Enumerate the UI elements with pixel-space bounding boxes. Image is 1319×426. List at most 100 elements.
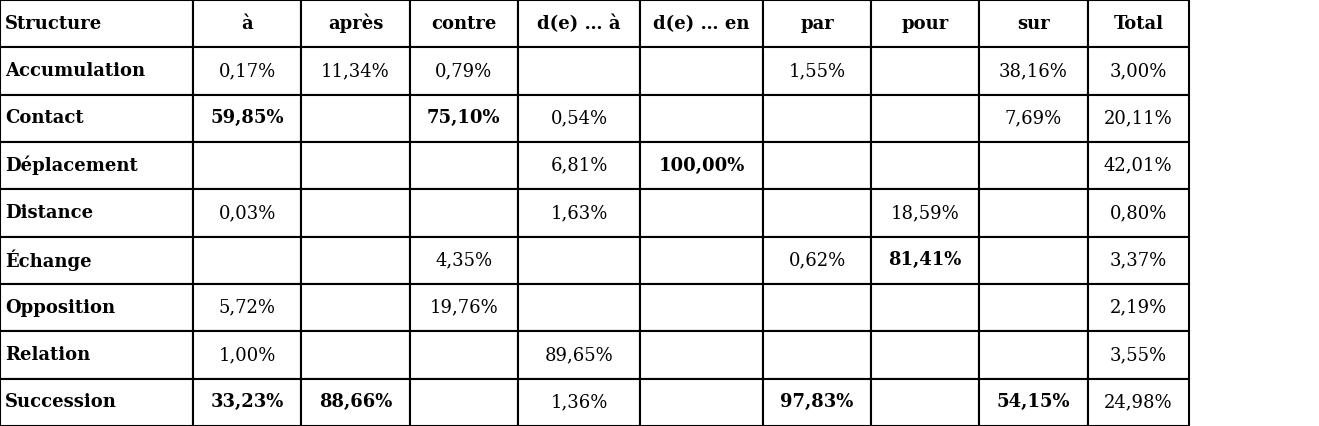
Text: 3,55%: 3,55% <box>1109 346 1167 364</box>
Bar <box>1087 0 1188 47</box>
Text: 33,23%: 33,23% <box>211 393 284 412</box>
Bar <box>409 47 518 95</box>
Bar <box>301 0 409 47</box>
Text: à: à <box>241 14 253 33</box>
Bar <box>0 237 193 284</box>
Text: 0,62%: 0,62% <box>789 251 845 269</box>
Bar <box>517 331 641 379</box>
Text: 1,36%: 1,36% <box>550 393 608 412</box>
Bar <box>409 379 518 426</box>
Text: 5,72%: 5,72% <box>219 299 276 317</box>
Bar <box>762 331 871 379</box>
Text: Relation: Relation <box>5 346 91 364</box>
Bar <box>979 95 1087 142</box>
Bar <box>193 95 301 142</box>
Text: 20,11%: 20,11% <box>1104 109 1173 127</box>
Bar <box>762 379 871 426</box>
Bar <box>0 331 193 379</box>
Bar <box>762 95 871 142</box>
Text: Distance: Distance <box>5 204 94 222</box>
Bar <box>301 47 409 95</box>
Text: d(e) … en: d(e) … en <box>653 14 751 33</box>
Bar <box>641 47 762 95</box>
Bar <box>193 142 301 189</box>
Text: 97,83%: 97,83% <box>781 393 853 412</box>
Text: 100,00%: 100,00% <box>658 157 745 175</box>
Bar <box>0 284 193 331</box>
Bar <box>301 379 409 426</box>
Bar <box>871 237 979 284</box>
Bar <box>193 379 301 426</box>
Bar <box>1087 284 1188 331</box>
Text: Succession: Succession <box>5 393 117 412</box>
Bar <box>871 95 979 142</box>
Text: 24,98%: 24,98% <box>1104 393 1173 412</box>
Text: 0,54%: 0,54% <box>550 109 608 127</box>
Text: après: après <box>328 14 383 33</box>
Bar <box>979 379 1087 426</box>
Text: 11,34%: 11,34% <box>321 62 390 80</box>
Bar <box>301 95 409 142</box>
Text: Total: Total <box>1113 14 1163 33</box>
Bar <box>517 95 641 142</box>
Bar <box>871 0 979 47</box>
Bar <box>1087 142 1188 189</box>
Text: sur: sur <box>1017 14 1050 33</box>
Bar <box>979 284 1087 331</box>
Text: contre: contre <box>431 14 496 33</box>
Text: 1,00%: 1,00% <box>219 346 276 364</box>
Text: 75,10%: 75,10% <box>427 109 500 127</box>
Bar <box>409 142 518 189</box>
Bar <box>641 237 762 284</box>
Bar <box>301 237 409 284</box>
Text: 38,16%: 38,16% <box>998 62 1068 80</box>
Text: Structure: Structure <box>5 14 103 33</box>
Bar <box>0 142 193 189</box>
Bar <box>871 189 979 237</box>
Bar <box>979 47 1087 95</box>
Bar <box>641 95 762 142</box>
Text: 59,85%: 59,85% <box>211 109 284 127</box>
Bar <box>517 0 641 47</box>
Bar <box>979 189 1087 237</box>
Bar <box>871 284 979 331</box>
Text: 54,15%: 54,15% <box>997 393 1070 412</box>
Bar <box>1087 189 1188 237</box>
Bar <box>517 284 641 331</box>
Bar <box>979 0 1087 47</box>
Bar <box>193 237 301 284</box>
Text: 2,19%: 2,19% <box>1109 299 1167 317</box>
Bar <box>762 237 871 284</box>
Bar <box>1087 331 1188 379</box>
Bar <box>517 142 641 189</box>
Text: 1,63%: 1,63% <box>550 204 608 222</box>
Text: 42,01%: 42,01% <box>1104 157 1173 175</box>
Bar <box>871 47 979 95</box>
Bar <box>871 331 979 379</box>
Bar <box>0 379 193 426</box>
Bar <box>871 379 979 426</box>
Bar <box>409 95 518 142</box>
Bar <box>193 0 301 47</box>
Bar <box>0 0 193 47</box>
Bar <box>409 331 518 379</box>
Bar <box>641 0 762 47</box>
Bar <box>517 189 641 237</box>
Text: 3,00%: 3,00% <box>1109 62 1167 80</box>
Bar <box>979 331 1087 379</box>
Bar <box>409 0 518 47</box>
Text: 6,81%: 6,81% <box>550 157 608 175</box>
Text: 1,55%: 1,55% <box>789 62 845 80</box>
Bar <box>641 331 762 379</box>
Bar <box>409 237 518 284</box>
Bar <box>762 142 871 189</box>
Text: Accumulation: Accumulation <box>5 62 145 80</box>
Bar <box>762 189 871 237</box>
Bar <box>1087 237 1188 284</box>
Text: 7,69%: 7,69% <box>1005 109 1062 127</box>
Bar <box>641 284 762 331</box>
Bar <box>0 47 193 95</box>
Bar <box>641 142 762 189</box>
Bar <box>871 142 979 189</box>
Text: 18,59%: 18,59% <box>890 204 960 222</box>
